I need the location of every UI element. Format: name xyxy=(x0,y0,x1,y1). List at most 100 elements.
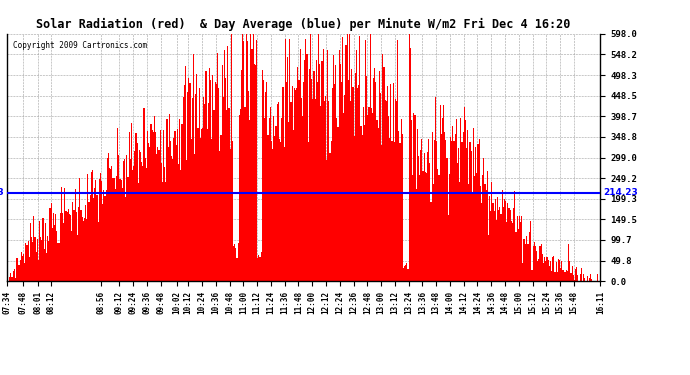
Bar xyxy=(379,71,380,281)
Bar xyxy=(337,126,339,281)
Bar xyxy=(197,128,199,281)
Bar xyxy=(473,128,474,281)
Bar xyxy=(415,189,417,281)
Bar xyxy=(169,114,170,281)
Bar xyxy=(550,261,551,281)
Bar xyxy=(544,257,545,281)
Bar xyxy=(411,120,412,281)
Bar xyxy=(375,82,377,281)
Bar xyxy=(555,262,557,281)
Bar xyxy=(107,159,108,281)
Bar xyxy=(315,60,317,281)
Bar xyxy=(387,86,388,281)
Bar xyxy=(247,41,248,281)
Bar xyxy=(150,124,152,281)
Bar xyxy=(488,235,489,281)
Bar xyxy=(39,221,40,281)
Bar xyxy=(208,103,209,281)
Bar xyxy=(519,216,520,281)
Bar xyxy=(336,118,337,281)
Bar xyxy=(192,99,193,281)
Bar xyxy=(7,274,8,281)
Bar xyxy=(357,88,358,281)
Bar xyxy=(69,214,70,281)
Bar xyxy=(224,50,225,281)
Bar xyxy=(517,216,518,281)
Bar xyxy=(502,190,503,281)
Bar xyxy=(363,106,364,281)
Bar xyxy=(573,275,574,281)
Bar xyxy=(241,70,242,281)
Bar xyxy=(325,96,326,281)
Bar xyxy=(131,123,132,281)
Bar xyxy=(184,85,185,281)
Bar xyxy=(92,170,93,281)
Bar xyxy=(408,34,410,281)
Bar xyxy=(126,155,128,281)
Bar xyxy=(348,80,349,281)
Bar xyxy=(48,242,50,281)
Bar xyxy=(292,86,293,281)
Bar xyxy=(271,141,272,281)
Bar xyxy=(280,142,282,281)
Bar xyxy=(586,276,588,281)
Bar xyxy=(278,102,279,281)
Bar xyxy=(419,175,420,281)
Bar xyxy=(250,34,251,281)
Bar xyxy=(32,242,33,281)
Bar xyxy=(452,126,453,281)
Bar xyxy=(101,181,102,281)
Bar xyxy=(54,225,55,281)
Bar xyxy=(506,222,507,281)
Bar xyxy=(133,166,135,281)
Bar xyxy=(146,168,147,281)
Bar xyxy=(339,64,341,281)
Bar xyxy=(171,156,172,281)
Bar xyxy=(450,137,451,281)
Bar xyxy=(218,88,219,281)
Bar xyxy=(400,142,401,281)
Bar xyxy=(100,173,101,281)
Bar xyxy=(377,128,379,281)
Bar xyxy=(259,256,261,281)
Bar xyxy=(173,138,175,281)
Bar xyxy=(10,273,12,281)
Bar xyxy=(237,243,239,281)
Bar xyxy=(542,254,543,281)
Text: Copyright 2009 Cartronics.com: Copyright 2009 Cartronics.com xyxy=(13,41,147,50)
Bar xyxy=(77,236,78,281)
Bar xyxy=(261,252,262,281)
Bar xyxy=(75,189,76,281)
Bar xyxy=(125,197,126,281)
Bar xyxy=(303,82,304,281)
Bar xyxy=(429,164,431,281)
Bar xyxy=(481,202,482,281)
Bar xyxy=(22,256,23,281)
Bar xyxy=(266,82,268,281)
Bar xyxy=(549,266,550,281)
Bar xyxy=(170,141,171,281)
Bar xyxy=(79,178,80,281)
Bar xyxy=(162,182,163,281)
Bar xyxy=(119,178,121,281)
Bar xyxy=(360,126,362,281)
Bar xyxy=(393,83,394,281)
Bar xyxy=(370,34,371,281)
Bar xyxy=(326,160,327,281)
Bar xyxy=(467,130,469,281)
Bar xyxy=(581,268,582,281)
Bar xyxy=(438,174,440,281)
Bar xyxy=(17,258,19,281)
Bar xyxy=(90,172,92,281)
Bar xyxy=(118,155,119,281)
Bar xyxy=(589,278,590,281)
Bar xyxy=(440,105,441,281)
Bar xyxy=(181,124,183,281)
Bar xyxy=(362,135,363,281)
Bar xyxy=(436,141,437,281)
Bar xyxy=(68,209,69,281)
Bar xyxy=(373,78,374,281)
Bar xyxy=(515,232,517,281)
Bar xyxy=(140,152,141,281)
Bar xyxy=(121,188,123,281)
